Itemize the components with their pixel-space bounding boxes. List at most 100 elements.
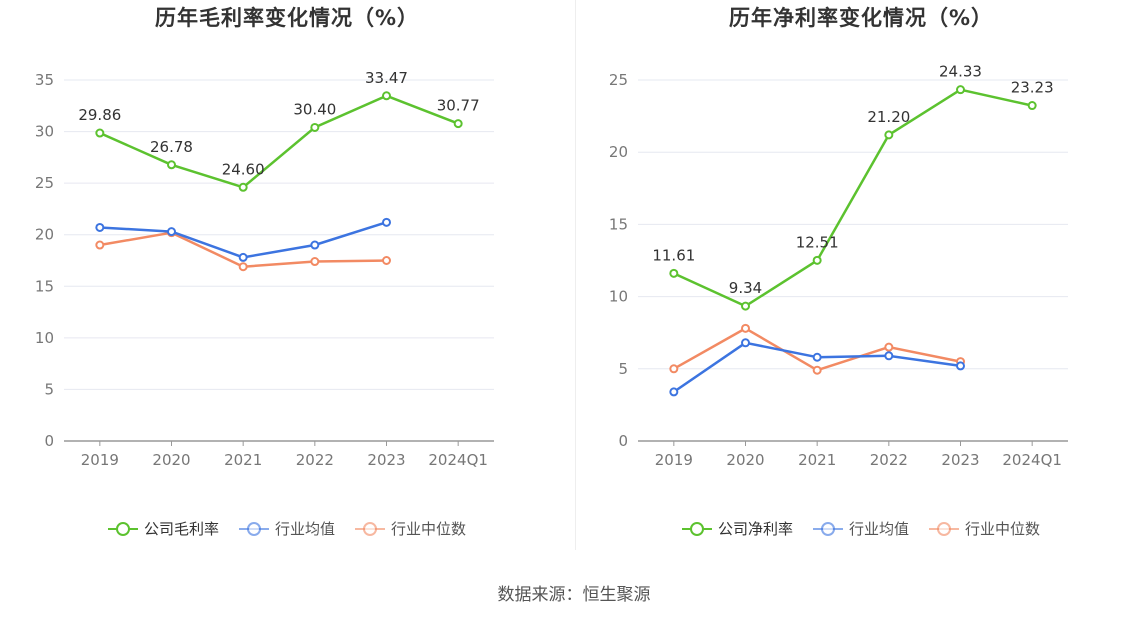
series-line-company bbox=[673, 88, 1033, 308]
y-tick-label: 5 bbox=[44, 380, 54, 398]
data-point bbox=[95, 222, 105, 232]
legend-label: 公司毛利率 bbox=[143, 520, 219, 538]
data-point bbox=[238, 252, 248, 262]
data-point bbox=[238, 182, 248, 192]
legend-dot bbox=[363, 521, 377, 536]
series-line-industry-mean bbox=[99, 221, 387, 259]
net-margin-panel: 历年净利率变化情况（%） 0 5 10 15 20 25 2019 2020 2021 2022 2… bbox=[574, 0, 1148, 560]
data-point bbox=[95, 128, 105, 138]
y-tick-label: 15 bbox=[609, 215, 628, 233]
x-tick-label: 2021 bbox=[224, 451, 262, 469]
legend-company-icon bbox=[681, 521, 712, 537]
data-point bbox=[310, 257, 320, 267]
data-label: 12.51 bbox=[796, 233, 839, 251]
data-point bbox=[382, 256, 391, 265]
data-point bbox=[310, 122, 320, 132]
chart-legend: 公司净利率 行业均值 行业中位数 bbox=[574, 518, 1148, 539]
data-label: 26.78 bbox=[150, 138, 193, 156]
data-label: 23.23 bbox=[1011, 79, 1054, 97]
legend-label: 公司净利率 bbox=[717, 520, 793, 538]
data-label: 21.20 bbox=[867, 108, 910, 126]
data-point bbox=[669, 268, 679, 278]
data-point bbox=[956, 85, 965, 95]
chart-title: 历年毛利率变化情况（%） bbox=[154, 6, 420, 30]
chart-legend: 公司毛利率 行业均值 行业中位数 bbox=[0, 518, 574, 539]
data-label: 30.40 bbox=[293, 100, 336, 118]
data-point bbox=[741, 323, 750, 333]
legend-label: 行业中位数 bbox=[391, 520, 467, 538]
data-label: 29.86 bbox=[78, 106, 121, 124]
data-label: 30.77 bbox=[437, 97, 480, 115]
y-tick-label: 35 bbox=[35, 71, 54, 89]
data-point bbox=[382, 217, 391, 227]
data-point bbox=[884, 342, 894, 352]
data-point bbox=[812, 365, 822, 375]
net-margin-chart: 0 5 10 15 20 25 2019 2020 2021 2022 2023 2024Q1 11.6… bbox=[609, 63, 1068, 469]
data-point bbox=[669, 364, 679, 374]
legend-industry-mean-icon bbox=[812, 521, 843, 537]
legend-item-industry-median[interactable]: 行业中位数 bbox=[929, 518, 1040, 539]
legend-dot bbox=[820, 521, 835, 536]
x-tick-label: 2020 bbox=[152, 451, 190, 469]
legend-label: 行业均值 bbox=[848, 520, 909, 538]
legend-industry-mean-icon bbox=[238, 521, 269, 537]
data-point bbox=[95, 240, 105, 250]
data-point bbox=[884, 130, 894, 140]
data-point bbox=[956, 361, 965, 371]
legend-label: 行业中位数 bbox=[965, 520, 1041, 538]
legend-dot bbox=[937, 521, 951, 536]
x-tick-label: 2023 bbox=[941, 451, 979, 469]
x-tick-label: 2023 bbox=[367, 451, 405, 469]
data-label: 24.33 bbox=[939, 63, 982, 81]
data-label: 9.34 bbox=[729, 279, 762, 297]
x-tick-label: 2021 bbox=[798, 451, 836, 469]
data-point bbox=[238, 262, 248, 272]
y-tick-label: 30 bbox=[35, 123, 54, 141]
y-tick-label: 25 bbox=[609, 71, 628, 89]
panel-divider bbox=[575, 0, 576, 550]
y-tick-label: 10 bbox=[35, 329, 54, 347]
legend-item-industry-mean[interactable]: 行业均值 bbox=[238, 518, 335, 539]
data-point bbox=[167, 160, 176, 170]
legend-dot bbox=[689, 521, 704, 536]
data-point bbox=[382, 91, 391, 101]
data-label: 33.47 bbox=[365, 69, 408, 87]
y-tick-label: 0 bbox=[618, 432, 628, 450]
legend-item-industry-mean[interactable]: 行业均值 bbox=[812, 518, 909, 539]
gross-margin-panel: 历年毛利率变化情况（%） 0 5 10 15 20 25 30 35 2019 2020 2021 2… bbox=[0, 0, 574, 560]
legend-dot bbox=[115, 521, 130, 536]
data-point bbox=[741, 338, 750, 348]
legend-label: 行业均值 bbox=[274, 520, 335, 538]
gross-margin-chart: 0 5 10 15 20 25 30 35 2019 2020 2021 2022 2023 2024Q1… bbox=[35, 69, 494, 469]
legend-dot bbox=[246, 521, 261, 536]
data-point bbox=[812, 255, 822, 265]
legend-item-company[interactable]: 公司毛利率 bbox=[107, 518, 219, 539]
data-point bbox=[812, 352, 822, 362]
y-tick-label: 10 bbox=[609, 288, 628, 306]
data-point bbox=[884, 351, 894, 361]
y-tick-label: 20 bbox=[609, 143, 628, 161]
y-tick-label: 0 bbox=[44, 432, 54, 450]
x-tick-label: 2022 bbox=[870, 451, 908, 469]
data-point bbox=[310, 240, 320, 250]
y-tick-label: 25 bbox=[35, 174, 54, 192]
legend-industry-median-icon bbox=[929, 521, 959, 537]
x-tick-label: 2019 bbox=[81, 451, 119, 469]
data-label: 11.61 bbox=[652, 246, 695, 264]
legend-item-company[interactable]: 公司净利率 bbox=[681, 518, 793, 539]
data-label: 24.60 bbox=[222, 160, 265, 178]
x-tick-label: 2020 bbox=[726, 451, 764, 469]
x-tick-label: 2019 bbox=[655, 451, 693, 469]
legend-company-icon bbox=[107, 521, 138, 537]
data-point bbox=[1027, 101, 1037, 111]
data-point bbox=[167, 227, 176, 237]
y-tick-label: 20 bbox=[35, 226, 54, 244]
data-source-note: 数据来源：恒生聚源 bbox=[497, 585, 651, 605]
legend-industry-median-icon bbox=[355, 521, 385, 537]
x-tick-label: 2024Q1 bbox=[1002, 451, 1062, 469]
legend-item-industry-median[interactable]: 行业中位数 bbox=[355, 518, 466, 539]
chart-title: 历年净利率变化情况（%） bbox=[728, 6, 994, 30]
data-point bbox=[453, 119, 463, 129]
x-tick-label: 2022 bbox=[296, 451, 334, 469]
data-point bbox=[741, 301, 750, 311]
